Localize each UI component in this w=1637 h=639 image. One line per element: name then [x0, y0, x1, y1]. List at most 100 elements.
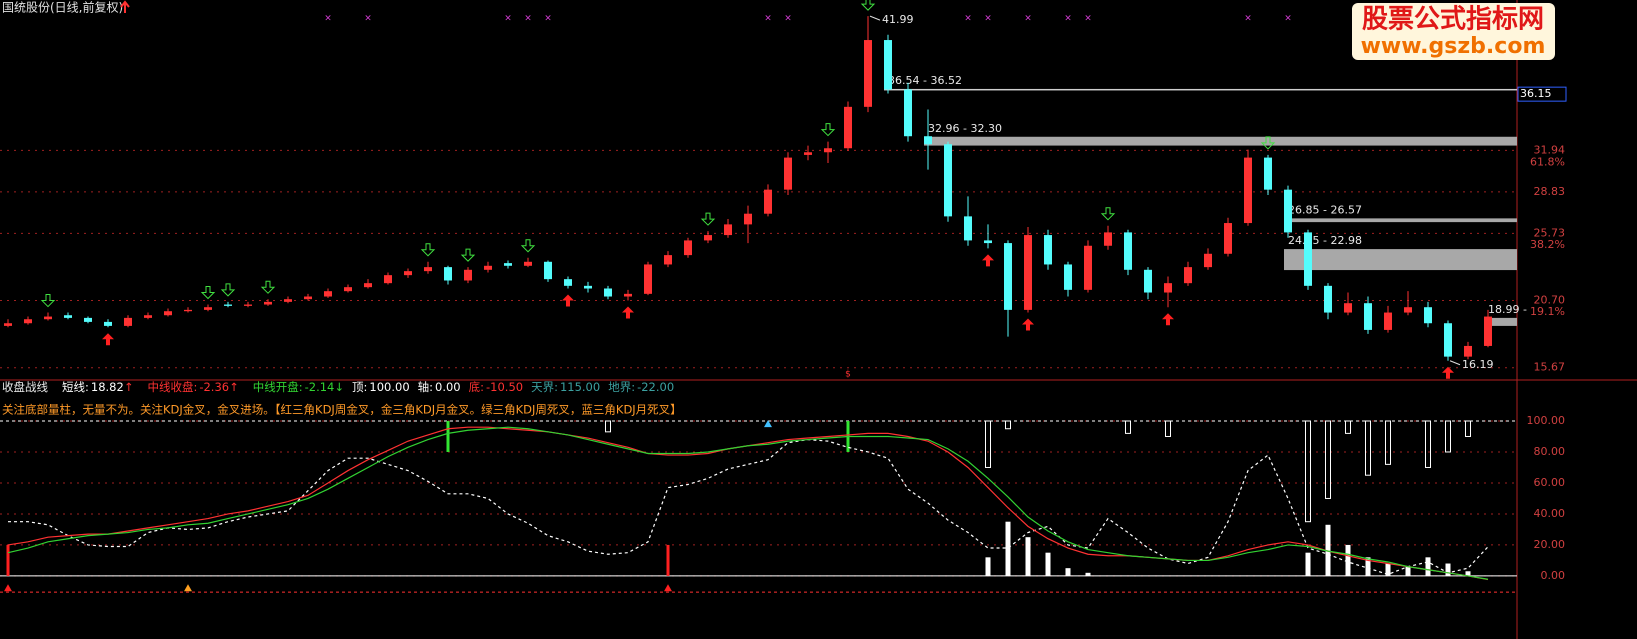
candle-body	[904, 89, 912, 137]
cross-mark: ×	[364, 14, 372, 24]
cursor-box	[1517, 86, 1567, 102]
cross-mark: ×	[1064, 14, 1072, 24]
indicator-title: 收盘战线	[2, 380, 48, 394]
candle-body	[124, 317, 132, 326]
level-name: 地界	[608, 380, 631, 394]
candle-body	[1484, 316, 1492, 346]
candle-body	[764, 189, 772, 214]
level-value: 100.00	[369, 380, 409, 394]
volume-bar	[1345, 544, 1351, 576]
candle-body	[584, 285, 592, 289]
signal-triangle	[764, 420, 772, 428]
candle-body	[384, 275, 392, 284]
series-line	[8, 438, 1489, 576]
legend-trend: ↑	[229, 380, 239, 394]
volume-bar	[1045, 552, 1051, 576]
fib-label: 38.2%	[1530, 238, 1565, 251]
top-bar	[1005, 420, 1011, 430]
candle-body	[1364, 303, 1372, 330]
legend-trend: ↓	[334, 380, 344, 394]
signal-triangle	[184, 584, 192, 592]
candle-body	[64, 315, 72, 318]
level-name: 轴	[418, 380, 430, 394]
volume-bar	[1085, 572, 1091, 576]
resistance-zone	[884, 88, 1517, 91]
candle-body	[304, 296, 312, 300]
top-bar	[1345, 420, 1351, 434]
cursor-label: 36.15	[1520, 87, 1552, 100]
candle-body	[524, 261, 532, 266]
candle-body	[864, 40, 872, 107]
chart-title: 国统股份(日线,前复权)	[2, 0, 123, 15]
candle-body	[624, 293, 632, 297]
level-name: 天界	[531, 380, 554, 394]
sell-arrow	[40, 294, 56, 308]
y-tick-label: 40.00	[1534, 507, 1566, 520]
note: 关注底部量柱，无量不为。关注KDJ金叉，金叉进场。【红三角KDJ周金叉，金三角K…	[2, 403, 682, 417]
candle-body	[204, 307, 212, 310]
volume-bar	[1065, 568, 1071, 576]
buy-arrow	[982, 254, 994, 267]
buy-arrow	[1162, 313, 1174, 326]
level-name: 底	[469, 380, 481, 394]
top-bar	[1125, 420, 1131, 434]
legend-value: 18.82	[91, 380, 124, 394]
watermark-url: www.gszb.com	[1361, 34, 1546, 59]
resistance-zone	[1284, 249, 1517, 271]
fib-label: 19.1%	[1530, 305, 1565, 318]
volume-bar	[1305, 552, 1311, 576]
level-value: -10.50	[486, 380, 523, 394]
top-bar	[1165, 420, 1171, 437]
top-bar	[985, 420, 991, 468]
candle-body	[104, 321, 112, 326]
legend-value: -2.36	[199, 380, 229, 394]
sell-arrow	[1100, 207, 1116, 221]
sell-arrow	[700, 212, 716, 226]
candle-body	[604, 288, 612, 297]
candle-body	[1424, 307, 1432, 324]
buy-arrow	[622, 306, 634, 319]
candle-body	[484, 265, 492, 270]
candle-body	[684, 240, 692, 256]
legend-name: 中线开盘	[253, 380, 299, 394]
resistance-zone	[924, 136, 1517, 146]
y-tick-label: 20.70	[1534, 294, 1566, 307]
sell-arrow	[520, 239, 536, 253]
top-bar	[1385, 420, 1391, 465]
volume-bar	[1025, 537, 1031, 576]
zone-label: 32.96 - 32.30	[928, 122, 1002, 135]
y-tick-label: 60.00	[1534, 476, 1566, 489]
candle-body	[44, 316, 52, 320]
y-tick-label: 20.00	[1534, 538, 1566, 551]
candle-body	[324, 291, 332, 297]
signal-triangle	[4, 584, 12, 592]
sell-arrow	[860, 0, 876, 11]
legend-name: 短线	[62, 380, 85, 394]
candle-body	[804, 152, 812, 155]
level-separator: :	[429, 380, 433, 394]
volume-bar	[985, 557, 991, 576]
legend-separator: :	[193, 380, 197, 394]
sell-arrow	[460, 248, 476, 262]
candle-body	[244, 304, 252, 306]
candle-body	[4, 323, 12, 326]
buy-arrow	[102, 333, 114, 346]
level-value: 115.00	[560, 380, 600, 394]
cross-mark: ×	[984, 14, 992, 24]
signal-triangle	[664, 584, 672, 592]
volume-bar	[1465, 571, 1471, 576]
candle-body	[1444, 323, 1452, 357]
y-tick-label: 28.83	[1534, 185, 1566, 198]
extreme-pointer	[869, 15, 881, 21]
extreme-label: 41.99	[882, 13, 914, 26]
candle-body	[924, 136, 932, 145]
candle-body	[344, 287, 352, 292]
watermark-box	[1352, 3, 1555, 60]
cross-mark: ×	[964, 14, 972, 24]
top-bar	[1425, 420, 1431, 468]
y-tick-label: 15.67	[1534, 361, 1566, 374]
level-separator: :	[364, 380, 368, 394]
candle-body	[24, 319, 32, 324]
candle-body	[564, 279, 572, 286]
candle-body	[1284, 189, 1292, 233]
